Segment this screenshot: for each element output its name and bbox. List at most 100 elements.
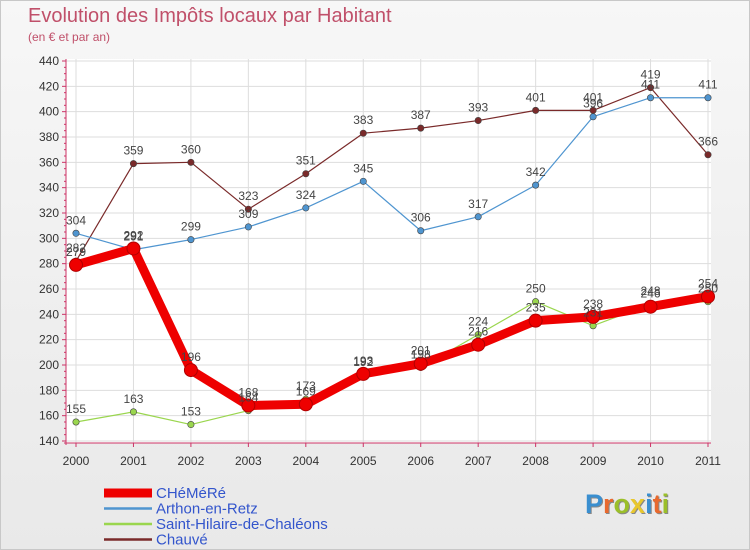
data-point — [356, 366, 371, 381]
data-point — [417, 124, 425, 132]
y-tick-label: 300 — [39, 231, 59, 245]
logo-letter: i — [661, 489, 670, 519]
data-label: 163 — [123, 392, 143, 406]
data-label: 292 — [123, 228, 143, 242]
data-point — [126, 241, 141, 256]
logo-letter: P — [585, 489, 604, 519]
data-point — [244, 205, 252, 213]
data-label: 359 — [123, 144, 143, 158]
data-point — [298, 397, 313, 412]
data-label: 250 — [698, 282, 718, 296]
data-label: 317 — [468, 197, 488, 211]
data-label: 153 — [181, 405, 201, 419]
data-label: 198 — [411, 348, 431, 362]
x-tick-label: 2009 — [580, 454, 607, 468]
data-label: 309 — [238, 207, 258, 221]
data-label: 396 — [583, 97, 603, 111]
y-tick-label: 140 — [39, 434, 59, 448]
data-label: 238 — [583, 297, 603, 311]
data-point — [359, 129, 367, 137]
y-tick-label: 360 — [39, 155, 59, 169]
y-tick-label: 380 — [39, 130, 59, 144]
x-tick-label: 2011 — [695, 454, 721, 468]
data-label: 393 — [468, 101, 488, 115]
data-point — [589, 113, 597, 121]
y-tick-label: 180 — [39, 383, 59, 397]
data-label: 366 — [698, 135, 718, 149]
data-point — [302, 204, 310, 212]
data-label: 169 — [296, 384, 316, 398]
data-point — [471, 337, 486, 352]
data-label: 235 — [526, 301, 546, 315]
data-point — [417, 227, 425, 235]
data-point — [187, 236, 195, 244]
logo-letter: r — [603, 489, 614, 519]
data-point — [183, 363, 198, 378]
data-label: 291 — [123, 230, 143, 244]
data-label: 155 — [66, 402, 86, 416]
data-label: 231 — [583, 306, 603, 320]
logo-letter: o — [613, 489, 631, 519]
x-tick-label: 2010 — [637, 454, 664, 468]
y-tick-label: 240 — [39, 307, 59, 321]
data-point — [704, 94, 712, 102]
proxiti-logo: Proxiti — [585, 489, 669, 520]
y-tick-label: 420 — [39, 79, 59, 93]
data-point — [129, 408, 137, 416]
data-point — [72, 229, 80, 237]
data-point — [701, 289, 715, 304]
x-tick-label: 2004 — [292, 454, 319, 468]
data-point — [241, 398, 256, 413]
y-tick-label: 400 — [39, 105, 59, 119]
data-point — [187, 421, 195, 429]
data-label: 324 — [296, 188, 316, 202]
data-label: 401 — [583, 90, 603, 104]
data-label: 342 — [526, 165, 546, 179]
legend-label: Chauvé — [156, 532, 208, 549]
data-point — [129, 160, 137, 168]
data-point — [586, 309, 601, 324]
x-tick-label: 2006 — [407, 454, 434, 468]
data-label: 201 — [411, 344, 431, 358]
data-point — [359, 177, 367, 185]
data-point — [69, 257, 83, 272]
data-label: 173 — [296, 379, 316, 393]
data-point — [528, 313, 543, 328]
data-label: 196 — [181, 350, 201, 364]
data-label: 193 — [353, 354, 373, 368]
data-label: 345 — [353, 161, 373, 175]
data-label: 168 — [238, 386, 258, 400]
series-line-0 — [71, 243, 713, 411]
data-label: 250 — [526, 282, 546, 296]
data-point — [647, 94, 655, 102]
x-tick-label: 2005 — [350, 454, 377, 468]
data-point — [532, 298, 540, 306]
data-label: 419 — [641, 68, 661, 82]
data-label: 351 — [296, 154, 316, 168]
data-point — [704, 151, 712, 159]
data-label: 164 — [238, 391, 258, 405]
data-point — [532, 106, 540, 114]
x-tick-label: 2008 — [522, 454, 549, 468]
data-label: 323 — [238, 189, 258, 203]
data-point — [302, 170, 310, 178]
data-label: 254 — [698, 277, 718, 291]
series-line-3 — [75, 86, 709, 262]
data-label: 411 — [698, 78, 717, 92]
y-tick-label: 440 — [39, 54, 59, 68]
data-label: 246 — [641, 287, 661, 301]
data-point — [474, 117, 482, 125]
data-label: 411 — [641, 78, 660, 92]
data-label: 304 — [66, 213, 86, 227]
data-point — [244, 223, 252, 231]
data-label: 248 — [641, 284, 661, 298]
logo-letter: x — [630, 489, 646, 519]
data-point — [643, 299, 658, 314]
data-label: 282 — [66, 241, 86, 255]
data-point — [413, 356, 428, 371]
logo-letter: i — [645, 489, 653, 519]
x-tick-label: 2001 — [120, 454, 147, 468]
data-point — [647, 84, 655, 92]
y-tick-label: 200 — [39, 358, 59, 372]
